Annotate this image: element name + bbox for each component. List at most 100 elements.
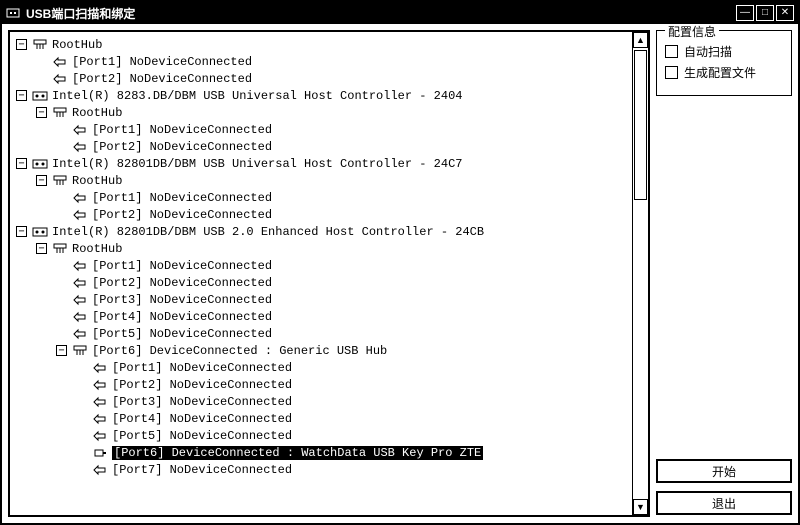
tree-row[interactable]: [Port4] NoDeviceConnected [56, 308, 632, 325]
scroll-up-button[interactable]: ▲ [633, 32, 648, 48]
scroll-track[interactable] [633, 48, 648, 499]
tree-row[interactable]: [Port2] NoDeviceConnected [36, 70, 632, 87]
minimize-button[interactable]: — [736, 5, 754, 21]
tree-label: RootHub [52, 38, 102, 52]
tree-node: −RootHub[Port1] NoDeviceConnected[Port2]… [36, 240, 632, 478]
tree-row[interactable]: −Intel(R) 82801DB/DBM USB Universal Host… [16, 155, 632, 172]
tree-row[interactable]: −Intel(R) 82801DB/DBM USB 2.0 Enhanced H… [16, 223, 632, 240]
tree-node: [Port2] NoDeviceConnected [56, 206, 632, 223]
expander-spacer [56, 209, 67, 220]
tree-row[interactable]: [Port3] NoDeviceConnected [76, 393, 632, 410]
hub-icon [32, 38, 48, 52]
tree-label: [Port5] NoDeviceConnected [92, 327, 272, 341]
exit-button[interactable]: 退出 [656, 491, 792, 515]
window-title: USB端口扫描和绑定 [26, 5, 135, 22]
tree-label: [Port2] NoDeviceConnected [92, 276, 272, 290]
tree-row[interactable]: [Port1] NoDeviceConnected [56, 121, 632, 138]
auto-scan-checkbox[interactable]: 自动扫描 [665, 43, 783, 60]
tree-row[interactable]: − Intel(R) 8283.DB/DBM USB Universal Host… [16, 87, 632, 104]
port-icon [92, 378, 108, 392]
tree-row[interactable]: −RootHub [36, 240, 632, 257]
tree-label: [Port2] NoDeviceConnected [72, 72, 252, 86]
maximize-button[interactable]: □ [756, 5, 774, 21]
config-legend: 配置信息 [665, 24, 719, 40]
tree-row[interactable]: [Port2] NoDeviceConnected [56, 138, 632, 155]
tree-row[interactable]: [Port3] NoDeviceConnected [56, 291, 632, 308]
expander-toggle[interactable]: − [36, 107, 47, 118]
tree-node: [Port6] DeviceConnected : WatchData USB … [76, 444, 632, 461]
hub-icon [52, 174, 68, 188]
port-icon [72, 140, 88, 154]
tree-node: [Port3] NoDeviceConnected [56, 291, 632, 308]
device-icon [92, 446, 108, 460]
vertical-scrollbar[interactable]: ▲ ▼ [632, 32, 648, 515]
expander-spacer [76, 464, 87, 475]
tree-row[interactable]: [Port5] NoDeviceConnected [56, 325, 632, 342]
tree-row[interactable]: − [Port6] DeviceConnected : Generic USB H… [56, 342, 632, 359]
tree-row[interactable]: [Port2] NoDeviceConnected [56, 274, 632, 291]
tree-node: −Intel(R) 82801DB/DBM USB Universal Host… [16, 155, 632, 223]
expander-toggle[interactable]: − [16, 90, 27, 101]
tree-label: [Port1] NoDeviceConnected [72, 55, 252, 69]
expander-toggle[interactable]: − [16, 226, 27, 237]
expander-spacer [76, 447, 87, 458]
tree-node: [Port1] NoDeviceConnected [76, 359, 632, 376]
port-icon [52, 72, 68, 86]
expander-spacer [76, 430, 87, 441]
port-icon [72, 259, 88, 273]
tree-row[interactable]: − RootHub [16, 36, 632, 53]
tree-label: Intel(R) 8283.DB/DBM USB Universal Host … [52, 89, 462, 103]
tree-row[interactable]: −RootHub [36, 172, 632, 189]
tree-row[interactable]: [Port1] NoDeviceConnected [36, 53, 632, 70]
hub-connected-icon [72, 344, 88, 358]
tree-node: −Intel(R) 82801DB/DBM USB 2.0 Enhanced H… [16, 223, 632, 478]
tree-label: [Port6] DeviceConnected : Generic USB Hu… [92, 344, 387, 358]
expander-toggle[interactable]: − [16, 158, 27, 169]
tree-row[interactable]: [Port2] NoDeviceConnected [56, 206, 632, 223]
expander-spacer [56, 328, 67, 339]
gen-config-label: 生成配置文件 [684, 64, 756, 81]
expander-toggle[interactable]: − [36, 175, 47, 186]
tree-label: [Port1] NoDeviceConnected [112, 361, 292, 375]
tree-row[interactable]: [Port1] NoDeviceConnected [56, 257, 632, 274]
port-icon [72, 123, 88, 137]
start-button[interactable]: 开始 [656, 459, 792, 483]
app-icon [6, 6, 20, 20]
tree-view[interactable]: −RootHub[Port1] NoDeviceConnected[Port2]… [10, 32, 632, 515]
expander-spacer [76, 379, 87, 390]
scroll-down-button[interactable]: ▼ [633, 499, 648, 515]
expander-spacer [36, 73, 47, 84]
tree-row[interactable]: [Port7] NoDeviceConnected [76, 461, 632, 478]
tree-row[interactable]: [Port4] NoDeviceConnected [76, 410, 632, 427]
client-area: −RootHub[Port1] NoDeviceConnected[Port2]… [2, 24, 798, 523]
close-button[interactable]: ✕ [776, 5, 794, 21]
expander-toggle[interactable]: − [16, 39, 27, 50]
tree-row[interactable]: [Port5] NoDeviceConnected [76, 427, 632, 444]
expander-toggle[interactable]: − [36, 243, 47, 254]
tree-row[interactable]: [Port1] NoDeviceConnected [76, 359, 632, 376]
tree-row[interactable]: − RootHub [36, 104, 632, 121]
tree-row[interactable]: [Port1] NoDeviceConnected [56, 189, 632, 206]
controller-icon [32, 89, 48, 103]
gen-config-checkbox[interactable]: 生成配置文件 [665, 64, 783, 81]
port-icon [72, 208, 88, 222]
tree-node: [Port5] NoDeviceConnected [56, 325, 632, 342]
port-icon [92, 463, 108, 477]
hub-icon [52, 106, 68, 120]
right-panel: 配置信息 自动扫描 生成配置文件 开始 退出 [656, 30, 792, 517]
expander-spacer [76, 362, 87, 373]
tree-row[interactable]: [Port2] NoDeviceConnected [76, 376, 632, 393]
expander-toggle[interactable]: − [56, 345, 67, 356]
tree-node: −Intel(R) 8283.DB/DBM USB Universal Host… [16, 87, 632, 155]
tree-label: [Port4] NoDeviceConnected [92, 310, 272, 324]
tree-row[interactable]: [Port6] DeviceConnected : WatchData USB … [76, 444, 632, 461]
titlebar: USB端口扫描和绑定 — □ ✕ [2, 2, 798, 24]
port-icon [72, 293, 88, 307]
port-icon [92, 361, 108, 375]
tree-label: [Port3] NoDeviceConnected [92, 293, 272, 307]
tree-panel: −RootHub[Port1] NoDeviceConnected[Port2]… [8, 30, 650, 517]
scroll-thumb[interactable] [634, 50, 647, 200]
tree-label: RootHub [72, 106, 122, 120]
tree-label: [Port3] NoDeviceConnected [112, 395, 292, 409]
tree-label: [Port1] NoDeviceConnected [92, 259, 272, 273]
